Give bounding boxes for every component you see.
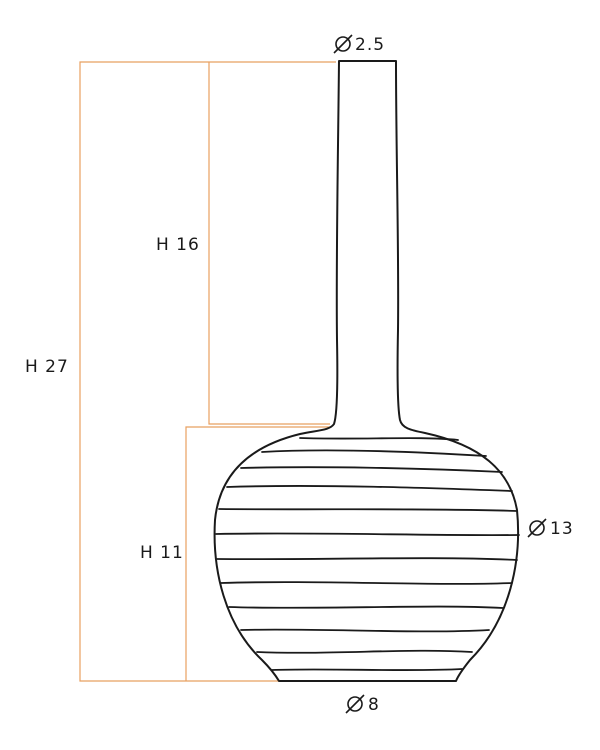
body-diameter-value: 13 [550, 519, 574, 539]
stripe [215, 532, 520, 537]
stripe [299, 437, 459, 441]
dimension-lines [79, 61, 336, 682]
neck-height-line [208, 62, 330, 425]
stripe [228, 605, 504, 609]
neck-diameter-value: 2.5 [355, 35, 385, 55]
base-diameter-value: 8 [368, 695, 380, 715]
stripe [240, 466, 503, 473]
body-height-label: H 11 [140, 543, 184, 563]
vase-outline [213, 60, 520, 682]
stripe [256, 649, 473, 654]
base-diameter-label: 8 [345, 694, 380, 715]
stripe [218, 508, 518, 512]
diameter-icon [333, 34, 353, 54]
neck-height-label: H 16 [156, 235, 200, 255]
body-height-line [185, 426, 330, 681]
stripe [226, 485, 513, 492]
neck-diameter-label: 2.5 [333, 34, 385, 55]
diameter-icon [345, 694, 365, 714]
diameter-icon [527, 518, 547, 538]
vase-stripes [215, 437, 520, 672]
stripe [220, 581, 513, 585]
total-height-line [79, 61, 336, 682]
vase [213, 60, 520, 682]
total-height-label: H 27 [25, 357, 69, 377]
stripe [261, 449, 487, 457]
stripe [216, 557, 518, 561]
stripe [271, 668, 463, 672]
body-diameter-label: 13 [527, 518, 574, 539]
stripe [240, 628, 490, 633]
